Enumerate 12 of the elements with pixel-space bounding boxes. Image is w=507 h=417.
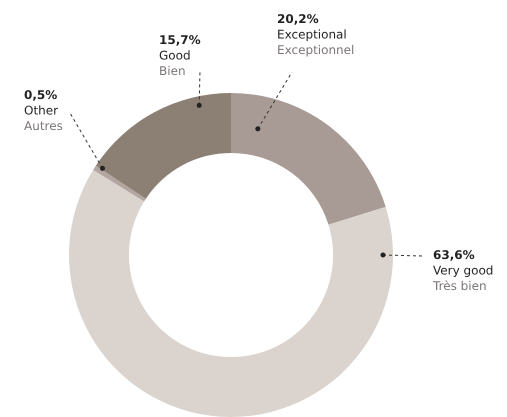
data-label: 15,7%: [159, 33, 201, 47]
donut-slice: [69, 170, 393, 417]
data-label: 20,2%: [277, 12, 319, 26]
data-label: 0,5%: [24, 88, 58, 102]
donut-slice: [93, 166, 146, 202]
donut-slice: [231, 93, 386, 225]
donut-slice: [96, 93, 231, 199]
slice-label: Good Bien: [159, 48, 191, 78]
slice-label: Very good Très bien: [432, 264, 494, 294]
slice-label: Other Autres: [24, 104, 63, 134]
slice-label: Exceptional Exceptionnel: [277, 28, 354, 58]
data-label: 63,6%: [433, 248, 475, 262]
